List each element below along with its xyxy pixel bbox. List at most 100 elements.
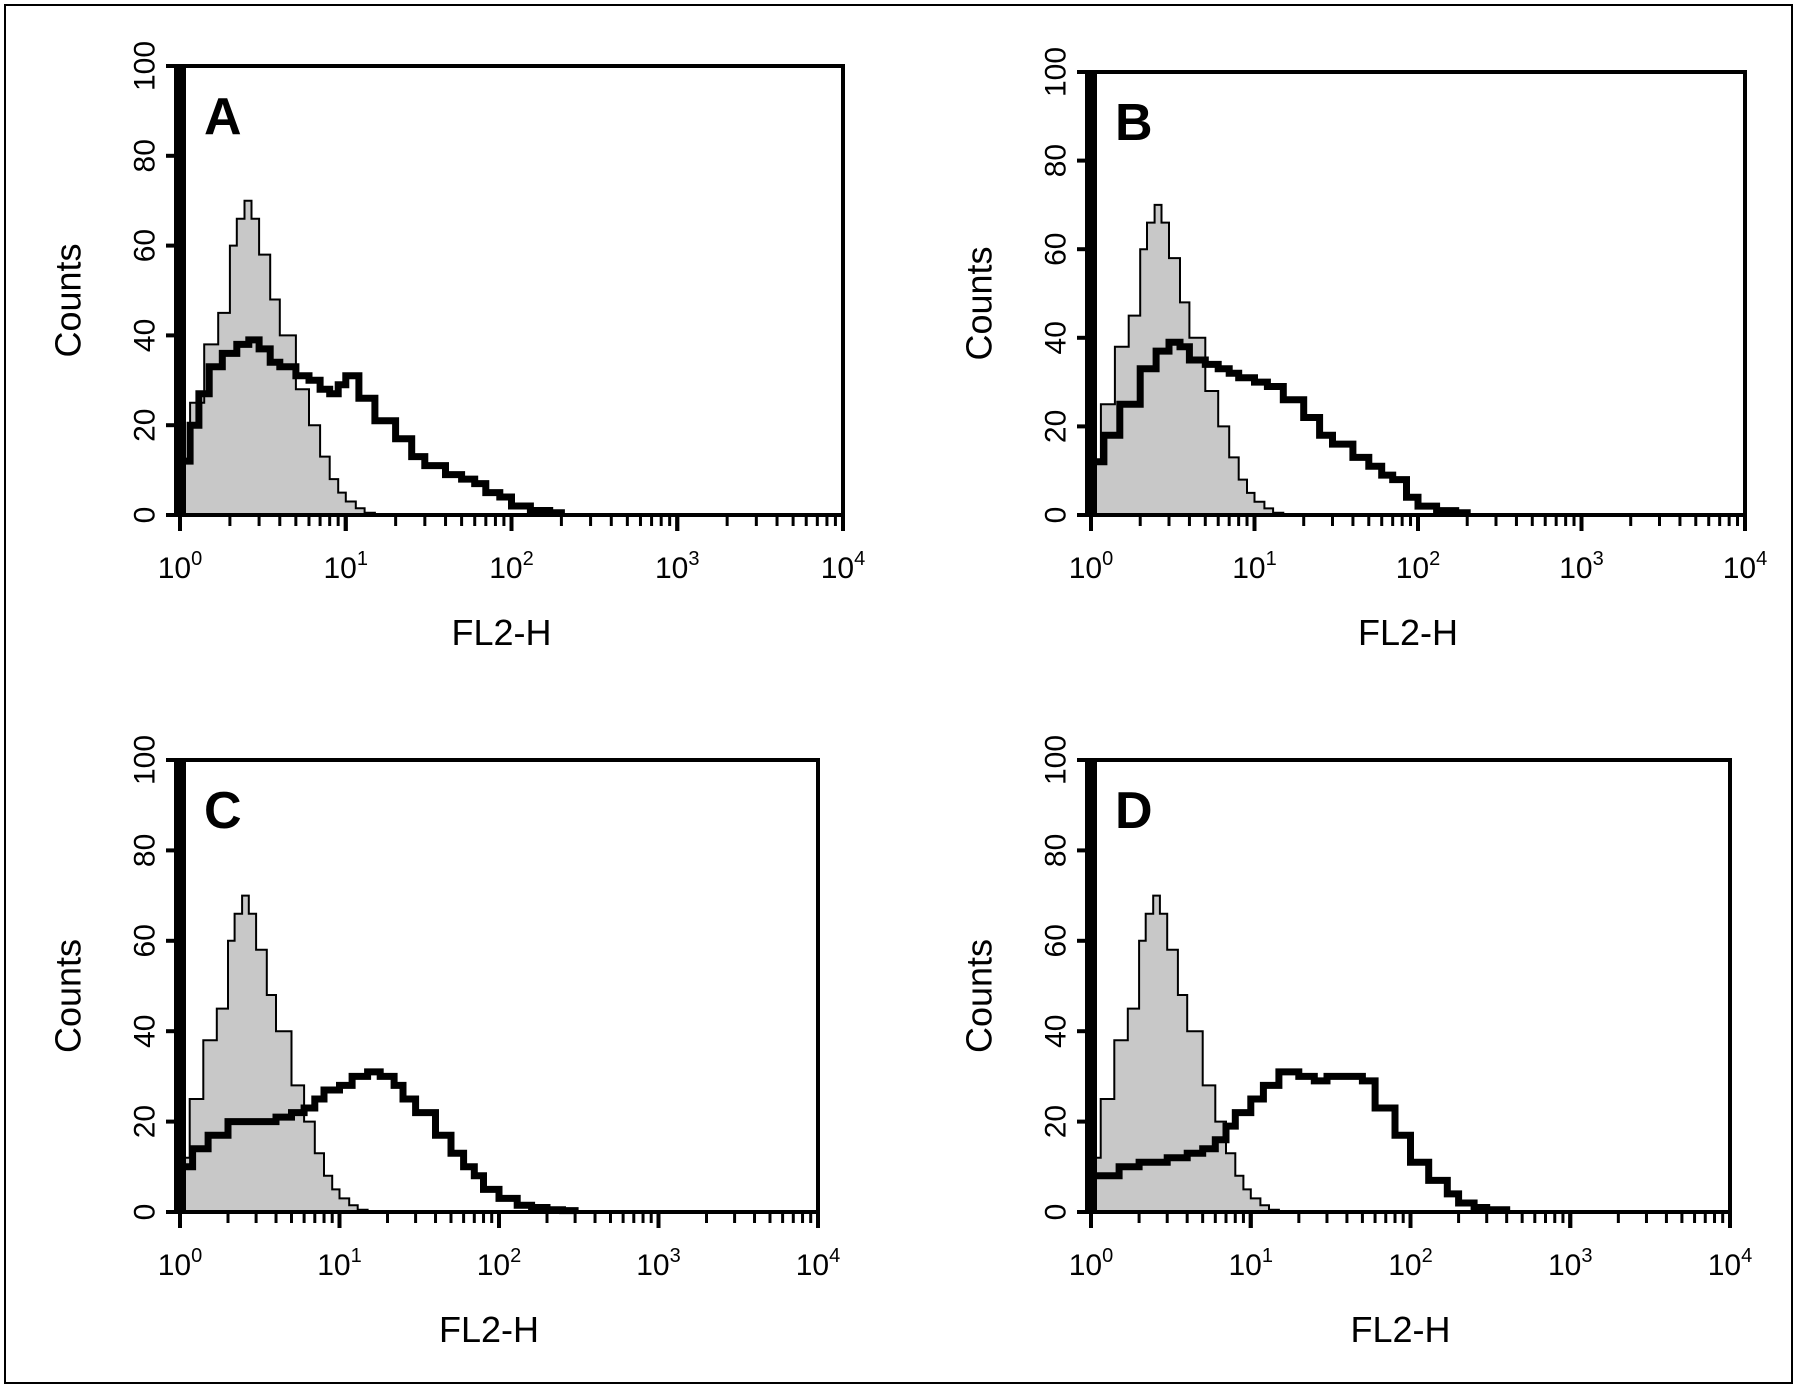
panel-label: A <box>204 88 242 146</box>
x-tick-label-exponent: 2 <box>1429 548 1440 570</box>
x-tick-label-base: 10 <box>1069 552 1102 585</box>
x-tick-label-exponent: 0 <box>1102 1245 1113 1267</box>
y-tick-label: 0 <box>1040 1204 1073 1221</box>
x-tick-label-exponent: 3 <box>688 548 699 570</box>
x-tick-label-exponent: 4 <box>1756 548 1767 570</box>
x-axis-title: FL2-H <box>1358 612 1458 653</box>
x-tick-label: 101 <box>317 1245 362 1282</box>
y-tick-label: 100 <box>129 735 162 785</box>
x-tick-label: 102 <box>1396 548 1441 585</box>
x-tick-label: 103 <box>655 548 700 585</box>
x-tick-label: 100 <box>158 1245 203 1282</box>
x-tick-label: 103 <box>636 1245 681 1282</box>
x-tick-label: 102 <box>489 548 534 585</box>
x-tick-label-base: 10 <box>324 552 357 585</box>
x-tick-label-exponent: 2 <box>523 548 534 570</box>
y-axis-title: Counts <box>48 939 89 1053</box>
y-tick-label: 40 <box>129 1015 162 1048</box>
x-tick-label-base: 10 <box>821 552 854 585</box>
x-tick-label-base: 10 <box>1708 1249 1741 1282</box>
y-tick-label: 60 <box>129 229 162 262</box>
series-control-fill <box>1090 894 1280 1213</box>
x-tick-label: 104 <box>796 1245 841 1282</box>
x-tick-label-base: 10 <box>1232 552 1265 585</box>
x-tick-label-base: 10 <box>477 1249 510 1282</box>
x-axis-title: FL2-H <box>451 612 551 653</box>
x-tick-label-exponent: 1 <box>357 548 368 570</box>
x-tick-label-base: 10 <box>1388 1249 1421 1282</box>
x-tick-label-exponent: 4 <box>1741 1245 1752 1267</box>
x-tick-label: 102 <box>477 1245 522 1282</box>
y-tick-label: 100 <box>1040 735 1073 785</box>
x-tick-label-exponent: 3 <box>1581 1245 1592 1267</box>
y-tick-label: 0 <box>129 1204 162 1221</box>
x-tick-label: 101 <box>324 548 369 585</box>
y-tick-label: 60 <box>1040 233 1073 266</box>
y-tick-label: 80 <box>129 834 162 867</box>
y-tick-label: 40 <box>129 319 162 352</box>
panel-label: C <box>204 782 242 840</box>
y-tick-label: 40 <box>1040 321 1073 354</box>
x-tick-label-exponent: 0 <box>191 1245 202 1267</box>
x-tick-label-base: 10 <box>1723 552 1756 585</box>
y-axis-title: Counts <box>48 243 89 357</box>
y-tick-label: 40 <box>1040 1015 1073 1048</box>
y-tick-label: 20 <box>129 409 162 442</box>
x-tick-label-base: 10 <box>1548 1249 1581 1282</box>
x-tick-label-base: 10 <box>1069 1249 1102 1282</box>
x-tick-label: 104 <box>1708 1245 1753 1282</box>
x-axis-title: FL2-H <box>439 1309 539 1350</box>
x-tick-label-base: 10 <box>655 552 688 585</box>
series-sample-line <box>1091 1068 1511 1214</box>
x-tick-label: 100 <box>158 548 203 585</box>
y-tick-label: 20 <box>1040 410 1073 443</box>
x-tick-label: 104 <box>1723 548 1768 585</box>
y-tick-label: 60 <box>129 924 162 957</box>
x-tick-label-exponent: 0 <box>191 548 202 570</box>
x-tick-label: 100 <box>1069 1245 1114 1282</box>
x-tick-label-exponent: 3 <box>670 1245 681 1267</box>
y-tick-label: 80 <box>1040 144 1073 177</box>
panel-label: D <box>1115 782 1153 840</box>
x-tick-label-exponent: 2 <box>510 1245 521 1267</box>
x-tick-label-base: 10 <box>1559 552 1592 585</box>
x-tick-label-base: 10 <box>317 1249 350 1282</box>
x-tick-label-base: 10 <box>1229 1249 1262 1282</box>
y-tick-label: 20 <box>1040 1105 1073 1138</box>
x-tick-label-exponent: 4 <box>829 1245 840 1267</box>
x-tick-label-exponent: 2 <box>1422 1245 1433 1267</box>
x-tick-label: 103 <box>1548 1245 1593 1282</box>
series-control-fill <box>179 199 376 516</box>
y-tick-label: 20 <box>129 1105 162 1138</box>
y-tick-label: 60 <box>1040 924 1073 957</box>
x-tick-label-exponent: 0 <box>1102 548 1113 570</box>
x-tick-label-base: 10 <box>158 552 191 585</box>
y-axis-title: Counts <box>959 939 1000 1053</box>
y-tick-label: 100 <box>1040 47 1073 97</box>
y-tick-label: 80 <box>129 139 162 172</box>
panel-label: B <box>1115 94 1153 152</box>
x-tick-label-base: 10 <box>158 1249 191 1282</box>
y-axis-title: Counts <box>959 246 1000 360</box>
y-tick-label: 0 <box>129 507 162 524</box>
x-tick-label: 100 <box>1069 548 1114 585</box>
x-tick-label-exponent: 4 <box>854 548 865 570</box>
x-tick-label-base: 10 <box>489 552 522 585</box>
x-tick-label-exponent: 3 <box>1593 548 1604 570</box>
x-tick-label-base: 10 <box>1396 552 1429 585</box>
series-sample-line <box>1091 338 1471 517</box>
x-tick-label-base: 10 <box>796 1249 829 1282</box>
x-tick-label: 101 <box>1229 1245 1274 1282</box>
x-axis-title: FL2-H <box>1350 1309 1450 1350</box>
x-tick-label-exponent: 1 <box>1266 548 1277 570</box>
x-tick-label-exponent: 1 <box>351 1245 362 1267</box>
x-tick-label: 103 <box>1559 548 1604 585</box>
x-tick-label: 104 <box>821 548 866 585</box>
x-tick-label: 101 <box>1232 548 1277 585</box>
series-sample-line <box>180 1068 579 1215</box>
x-tick-label-exponent: 1 <box>1262 1245 1273 1267</box>
